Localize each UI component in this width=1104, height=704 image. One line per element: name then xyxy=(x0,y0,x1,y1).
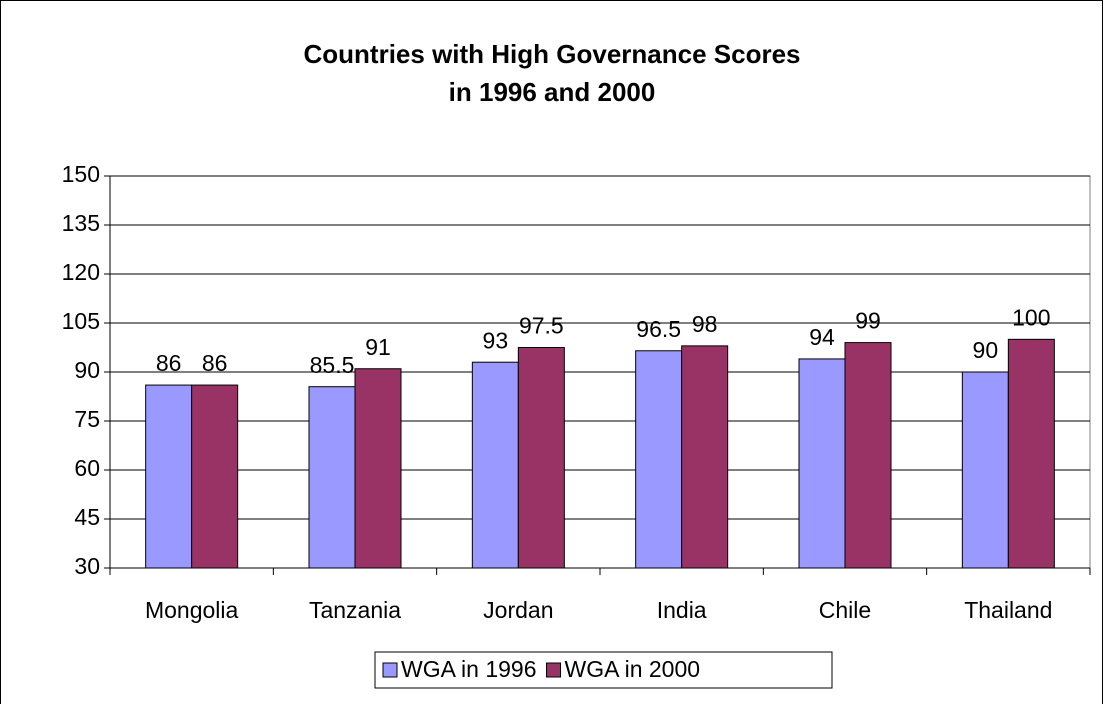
x-tick-label: Mongolia xyxy=(145,597,239,623)
y-tick-label: 75 xyxy=(74,406,100,432)
y-tick-label: 30 xyxy=(74,553,100,579)
data-label: 85.5 xyxy=(310,352,355,378)
y-tick-label: 45 xyxy=(74,504,100,530)
bar xyxy=(517,347,565,569)
data-label: 97.5 xyxy=(519,313,564,339)
y-tick-label: 60 xyxy=(74,455,100,481)
x-tick-label: India xyxy=(657,597,707,623)
y-tick-label: 135 xyxy=(62,210,100,236)
data-label: 96.5 xyxy=(636,316,681,342)
x-tick-label: Tanzania xyxy=(309,597,401,623)
data-label: 94 xyxy=(809,324,835,350)
bar xyxy=(961,371,1009,569)
data-label: 91 xyxy=(365,334,391,360)
data-label: 99 xyxy=(855,308,881,334)
y-tick-label: 90 xyxy=(74,357,100,383)
bar xyxy=(1007,338,1055,569)
data-label: 98 xyxy=(692,311,718,337)
x-tick-label: Jordan xyxy=(483,597,553,623)
data-label: 90 xyxy=(973,337,999,363)
bar xyxy=(354,368,402,569)
bar xyxy=(308,386,356,569)
legend-label: WGA in 2000 xyxy=(565,656,701,682)
bar xyxy=(191,384,239,569)
bar xyxy=(145,384,193,569)
data-label: 100 xyxy=(1012,304,1050,330)
bar xyxy=(635,350,683,569)
data-label: 86 xyxy=(156,350,182,376)
legend-swatch xyxy=(382,662,398,678)
legend-swatch xyxy=(546,662,562,678)
bar xyxy=(844,342,892,569)
bar xyxy=(798,358,846,569)
bar xyxy=(471,361,519,569)
legend-box xyxy=(374,651,833,689)
chart-title: Countries with High Governance Scores xyxy=(304,39,801,69)
x-tick-label: Chile xyxy=(819,597,871,623)
data-label: 86 xyxy=(202,350,228,376)
x-tick-label: Thailand xyxy=(964,597,1052,623)
bar xyxy=(681,345,729,569)
y-tick-label: 120 xyxy=(62,259,100,285)
data-label: 93 xyxy=(483,327,509,353)
y-tick-label: 105 xyxy=(62,308,100,334)
chart-title: in 1996 and 2000 xyxy=(449,77,656,107)
legend-label: WGA in 1996 xyxy=(401,656,537,682)
y-tick-label: 150 xyxy=(62,161,100,187)
